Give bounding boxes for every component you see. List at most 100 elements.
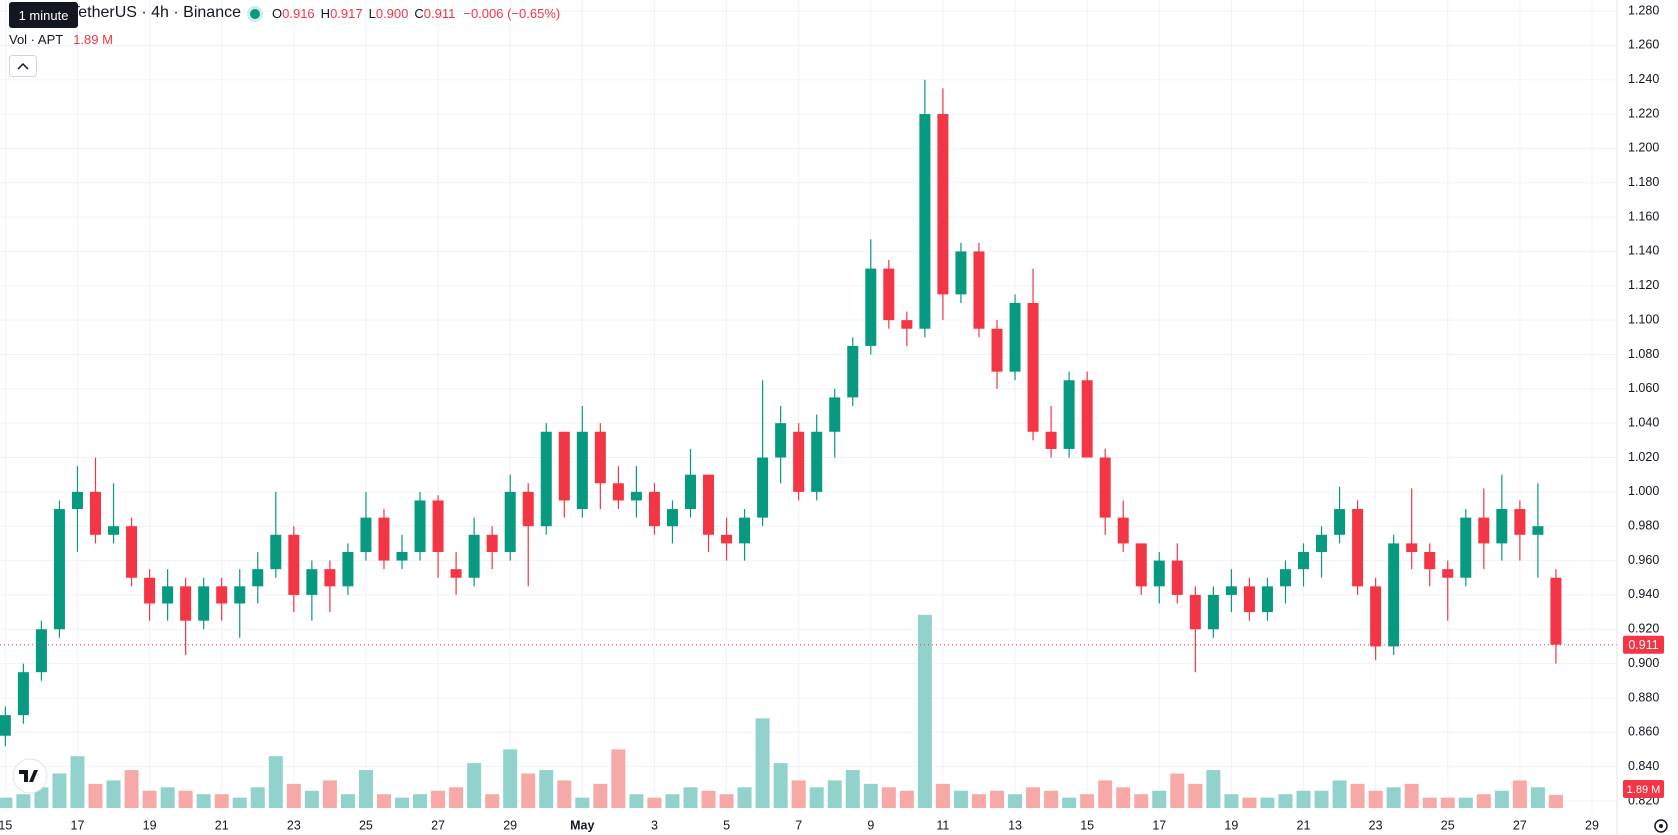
tradingview-logo	[12, 758, 48, 794]
candle-body	[1532, 526, 1544, 535]
y-tick-label: 1.180	[1628, 175, 1659, 189]
x-tick-label: May	[570, 818, 594, 832]
candle-body	[883, 268, 895, 321]
candle-body	[901, 320, 913, 329]
volume-bar	[1098, 780, 1113, 808]
x-tick-label: 15	[1080, 818, 1094, 832]
volume-bar	[1242, 797, 1257, 808]
volume-bar	[737, 787, 752, 808]
candle-body	[486, 534, 498, 552]
candle-body	[1243, 586, 1255, 613]
volume-bar	[485, 794, 500, 808]
volume-bar	[899, 790, 914, 808]
candle-body	[793, 431, 805, 492]
last-price-tag	[1623, 635, 1664, 654]
candle-body	[540, 431, 552, 527]
candle-body	[270, 534, 282, 570]
candle-body	[1460, 517, 1472, 578]
volume-bar	[935, 783, 950, 808]
volume-bar	[629, 794, 644, 808]
x-tick-label: 19	[143, 818, 157, 832]
candle-body	[378, 517, 390, 561]
volume-bar	[701, 790, 716, 808]
settings-button[interactable]	[1654, 819, 1668, 833]
volume-bar	[395, 797, 410, 808]
volume-title: Vol · APT	[9, 32, 64, 47]
y-tick-label: 1.140	[1628, 244, 1659, 258]
volume-bar	[593, 783, 608, 808]
volume-bar	[1134, 794, 1149, 808]
legend-label: L	[368, 6, 376, 21]
candle-body	[468, 534, 480, 578]
candle-body	[1099, 457, 1111, 518]
candle-body	[1009, 302, 1021, 372]
volume-bar	[1260, 797, 1275, 808]
volume-bar	[1116, 787, 1131, 808]
volume-bar	[1152, 790, 1167, 808]
candle-body	[576, 431, 588, 510]
collapse-button[interactable]	[9, 55, 37, 77]
candle-body	[1514, 509, 1526, 535]
candle-body	[1316, 534, 1328, 552]
candle-body	[811, 431, 823, 492]
x-tick-label: 21	[1297, 818, 1311, 832]
y-tick-label: 0.960	[1628, 553, 1659, 567]
volume-bar	[845, 770, 860, 808]
volume-bar	[1422, 797, 1437, 808]
candle-layer	[0, 79, 1562, 747]
volume-bar	[1476, 794, 1491, 808]
candle-body	[666, 509, 678, 527]
candle-body	[1406, 543, 1418, 552]
y-tick-label: 0.980	[1628, 519, 1659, 533]
x-tick-label: 21	[215, 818, 229, 832]
candle-body	[1424, 551, 1436, 570]
candle-body	[504, 491, 516, 552]
candle-body	[0, 715, 11, 736]
candle-body	[1081, 380, 1093, 458]
x-tick-label: 13	[1008, 818, 1022, 832]
candle-body	[342, 551, 354, 587]
x-tick-label: 7	[795, 818, 802, 832]
candle-body	[1334, 509, 1346, 535]
candle-body	[829, 397, 841, 432]
last-price-label: 0.911	[1628, 638, 1658, 652]
volume-bar	[88, 783, 103, 808]
y-tick-label: 1.260	[1628, 38, 1659, 52]
volume-bar	[286, 783, 301, 808]
x-tick-label: 27	[431, 818, 445, 832]
x-tick-label: 17	[71, 818, 85, 832]
y-tick-label: 1.000	[1628, 484, 1659, 498]
y-tick-label: 0.840	[1628, 759, 1659, 773]
candle-body	[1045, 431, 1057, 449]
candle-body	[757, 457, 769, 518]
volume-bar	[1206, 770, 1221, 808]
x-tick-label: 27	[1513, 818, 1527, 832]
volume-bar	[467, 763, 482, 808]
volume-bar	[1458, 797, 1473, 808]
y-tick-label: 0.920	[1628, 622, 1659, 636]
x-tick-label: 5	[723, 818, 730, 832]
candle-body	[234, 586, 246, 604]
volume-bar	[521, 773, 536, 808]
y-tick-label: 1.240	[1628, 72, 1659, 86]
volume-bar	[611, 749, 626, 808]
candle-body	[1352, 509, 1364, 587]
volume-bar	[358, 770, 373, 808]
candle-body	[144, 577, 156, 604]
candle-body	[1279, 569, 1291, 587]
volume-bar	[1044, 790, 1059, 808]
candle-body	[1225, 586, 1237, 595]
volume-bar	[1062, 797, 1077, 808]
candle-body	[1135, 543, 1147, 587]
volume-bar	[1314, 790, 1329, 808]
legend-value: 0.916	[282, 6, 315, 21]
y-tick-label: 0.880	[1628, 690, 1659, 704]
volume-bar	[1332, 780, 1347, 808]
volume-bar	[142, 790, 157, 808]
volume-bar	[1170, 773, 1185, 808]
volume-bar	[665, 794, 680, 808]
y-tick-label: 1.100	[1628, 312, 1659, 326]
volume-bar	[1386, 787, 1401, 808]
candle-body	[53, 509, 65, 630]
